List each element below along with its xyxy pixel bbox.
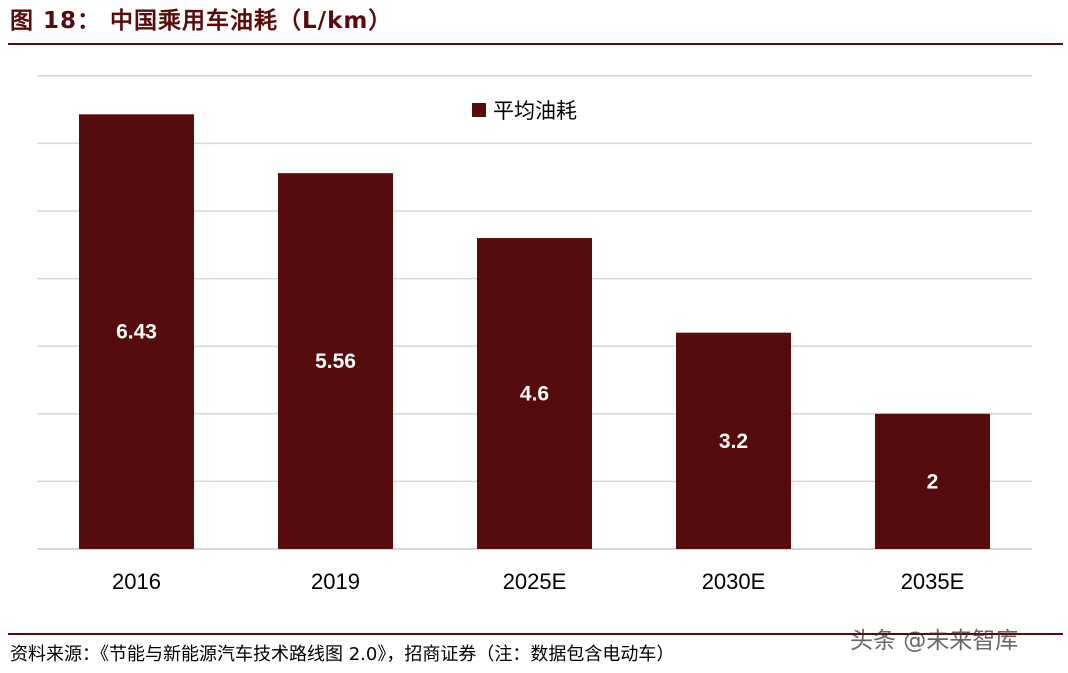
bar-2030e	[676, 332, 791, 549]
title-divider	[8, 43, 1063, 45]
data-labels: 6.43 5.56 4.6 3.2 2	[116, 321, 938, 494]
bar-2035e	[875, 413, 990, 549]
legend-swatch	[472, 103, 486, 117]
x-tick-label: 2025E	[503, 569, 567, 594]
bar-chart: 6.435.564.63.22 2016 2019 2025E 2030E 2035E …	[37, 75, 1032, 594]
data-label: 4.6	[520, 383, 549, 406]
x-tick-label: 2030E	[702, 569, 766, 594]
legend-label: 平均油耗	[493, 99, 577, 123]
source-note: 资料来源：《节能与新能源汽车技术路线图 2.0》，招商证券（注：数据包含电动车）	[10, 644, 675, 665]
chart-title: 图 18： 中国乘用车油耗（L/km）	[10, 8, 393, 34]
bars	[79, 114, 990, 550]
legend: 平均油耗	[472, 99, 577, 123]
footer-divider	[8, 633, 1063, 635]
bar-2019	[278, 173, 393, 550]
bar-2016	[79, 114, 194, 549]
data-label: 3.2	[719, 430, 748, 453]
x-tick-label: 2035E	[901, 569, 965, 594]
watermark: 头条 @未来智库	[850, 628, 1019, 654]
x-tick-label: 2019	[311, 569, 360, 594]
bar-2025e	[477, 238, 592, 550]
x-tick-label: 2016	[112, 569, 161, 594]
data-label: 5.56	[315, 350, 356, 373]
data-label: 6.43	[116, 321, 157, 344]
x-axis-ticks: 2016 2019 2025E 2030E 2035E	[112, 569, 964, 594]
data-label: 2	[927, 470, 939, 493]
